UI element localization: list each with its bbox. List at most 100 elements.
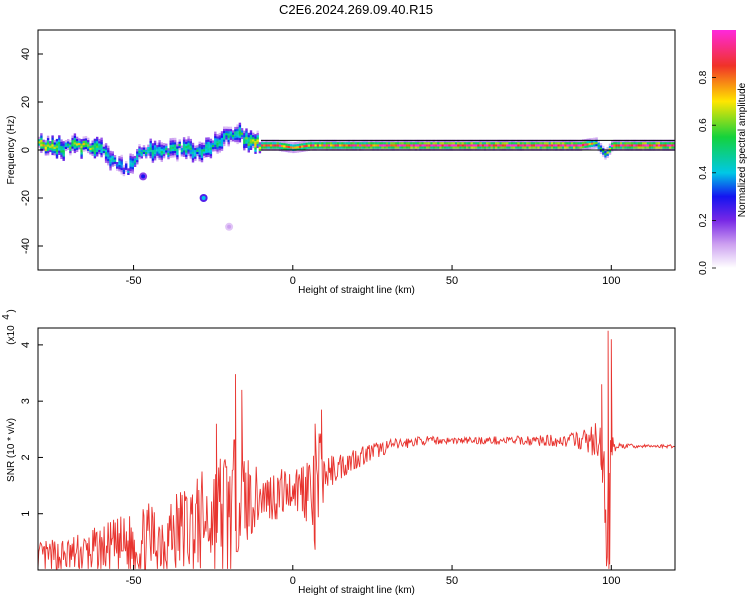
heatmap-cell [528,146,531,149]
heatmap-cell [532,142,536,145]
heatmap-cell [131,154,134,157]
heatmap-cell [214,140,217,143]
heatmap-cell [668,144,672,147]
heatmap-cell [182,137,186,140]
heatmap-cell [401,142,404,145]
heatmap-cell [211,146,215,150]
heatmap-cell [392,146,395,149]
heatmap-cell [127,170,130,173]
heatmap-cell [504,144,507,147]
heatmap-cell [376,142,380,145]
heatmap-cell [399,146,402,149]
heatmap-cell [553,139,556,143]
heatmap-cell [408,139,411,143]
heatmap-cell [345,139,349,143]
heatmap-cell [256,130,259,133]
heatmap-cell [423,144,427,147]
heatmap-cell [209,149,213,152]
heatmap-cell [258,150,262,154]
heatmap-cell [283,140,286,144]
heatmap-cell [160,148,163,152]
heatmap-cell [336,146,340,149]
heatmap-cell [113,161,117,164]
heatmap-cell [80,152,83,155]
heatmap-cell [283,142,286,146]
heatmap-cell [488,139,491,143]
heatmap-cell [200,149,204,152]
heatmap-cell [432,146,435,149]
heatmap-cell [370,142,373,145]
heatmap-cell [176,154,179,158]
heatmap-cell [234,137,237,141]
heatmap-cell [570,139,574,143]
snr-line [38,330,675,570]
heatmap-cell [80,145,83,148]
heatmap-cell [546,144,549,147]
heatmap-cell [151,149,155,152]
heatmap-cell [67,145,70,148]
heatmap-cell [240,130,244,133]
heatmap-cell [327,144,331,147]
heatmap-cell [62,156,65,159]
heatmap-cell [147,146,150,150]
heatmap-cell [443,146,447,149]
heatmap-cell [443,142,447,145]
heatmap-cell [448,144,451,147]
heatmap-cell [71,135,74,138]
heatmap-cell [178,147,181,151]
heatmap-cell [561,142,565,145]
heatmap-cell [490,139,493,143]
heatmap-cell [278,142,282,145]
heatmap-cell [608,150,612,153]
heatmap-cell [595,141,598,145]
heatmap-cell [666,144,670,147]
heatmap-cell [227,128,230,132]
heatmap-cell [131,160,134,163]
heatmap-cell [541,144,545,147]
heatmap-cell [62,152,65,155]
heatmap-cell [205,141,208,145]
heatmap-cell [118,166,121,170]
heatmap-cell [504,139,507,143]
heatmap-cell [256,141,259,144]
heatmap-cell [104,149,108,153]
heatmap-cell [635,144,638,147]
heatmap-cell [149,151,152,154]
heatmap-cell [401,144,404,147]
heatmap-cell [323,142,326,145]
heatmap-cell [118,169,121,172]
heatmap-cell [287,143,291,146]
heatmap-cell [109,155,112,158]
heatmap-cell [205,144,208,147]
heatmap-cell [153,149,157,152]
heatmap-cell [278,144,282,147]
heatmap-cell [91,151,94,154]
heatmap-cell [198,152,201,155]
heatmap-cell [87,139,90,143]
heatmap-cell [122,173,126,177]
heatmap-cell [303,144,306,148]
heatmap-cell [470,142,473,145]
heatmap-cell [412,142,415,145]
heatmap-cell [361,144,364,147]
heatmap-cell [229,128,233,132]
heatmap-cell [203,149,206,152]
heatmap-cell [394,139,398,143]
heatmap-cell [316,144,320,147]
heatmap-cell [443,144,447,147]
heatmap-y-tick-label: 40 [20,48,32,60]
heatmap-cell [350,139,353,143]
heatmap-cell [622,146,625,149]
heatmap-cell [606,153,609,156]
heatmap-cell [555,144,558,147]
heatmap-cell [314,142,317,145]
heatmap-cell [345,142,349,145]
heatmap-cell [651,144,654,147]
heatmap-cell [539,142,542,145]
heatmap-cell [189,141,192,144]
heatmap-cell [651,139,654,143]
heatmap-cell [570,146,574,149]
heatmap-cell [82,140,85,144]
heatmap-cell [439,142,442,145]
heatmap-cell [116,162,119,165]
